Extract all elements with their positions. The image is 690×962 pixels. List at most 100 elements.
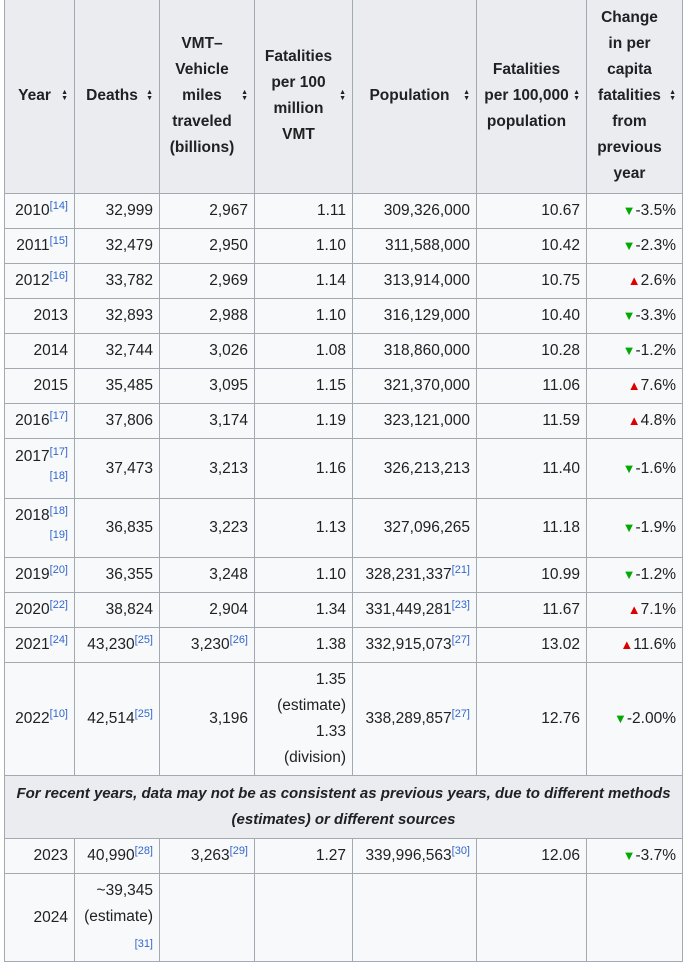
citation-link[interactable]: [17] bbox=[49, 445, 68, 458]
decrease-arrow-icon: ▼ bbox=[622, 848, 636, 863]
year-value: 2010 bbox=[15, 202, 50, 219]
per-100k-cell: 11.18 bbox=[476, 498, 587, 558]
table-row: 2013 32,893 2,988 1.10 316,129,000 10.40 ▼-3.3… bbox=[4, 298, 683, 334]
change-value: -3.5% bbox=[635, 202, 677, 219]
column-header[interactable]: Population ▲ ▼ bbox=[352, 0, 477, 194]
fatalities-table: Year ▲ ▼ Deaths ▲ ▼ VMT–Vehicle miles traveled… bbox=[4, 0, 683, 962]
citation-link[interactable]: [28] bbox=[134, 845, 153, 857]
fatalities-per-vmt-value: (division) bbox=[283, 749, 346, 766]
population-cell: 309,326,000 bbox=[352, 193, 477, 229]
citation-link[interactable]: [30] bbox=[451, 845, 470, 857]
deaths-value: 35,485 bbox=[105, 377, 153, 394]
citation-link[interactable]: [27] bbox=[451, 634, 470, 646]
sort-icon[interactable]: ▲ ▼ bbox=[669, 89, 676, 102]
sort-icon[interactable]: ▲ ▼ bbox=[61, 89, 68, 102]
table-row: 2019[20] 36,355 3,248 1.10 328,231,337[21] 10… bbox=[4, 557, 683, 593]
column-header[interactable]: Fatalities per 100 million VMT ▲ ▼ bbox=[254, 0, 353, 194]
vmt-value: 2,969 bbox=[209, 272, 248, 289]
deaths-cell: 36,835 bbox=[74, 498, 160, 558]
per-100k-cell: 13.02 bbox=[476, 627, 587, 663]
decrease-arrow-icon: ▼ bbox=[622, 520, 636, 535]
year-cell: 2022[10] bbox=[4, 662, 75, 776]
citation-link[interactable]: [16] bbox=[49, 270, 68, 282]
vmt-cell: 3,095 bbox=[159, 368, 255, 404]
year-value: 2023 bbox=[33, 847, 68, 864]
vmt-cell: 3,223 bbox=[159, 498, 255, 558]
increase-arrow-icon: ▲ bbox=[627, 602, 641, 617]
citation-link[interactable]: [26] bbox=[229, 634, 248, 646]
population-value: 311,588,000 bbox=[384, 237, 470, 254]
year-value: 2022 bbox=[15, 710, 50, 727]
change-cell: ▼-3.7% bbox=[586, 838, 683, 874]
vmt-value: 3,213 bbox=[209, 459, 248, 477]
fatalities-per-vmt-cell: 1.13 bbox=[254, 498, 353, 558]
population-value: 326,213,213 bbox=[383, 459, 470, 477]
citation-link[interactable]: [15] bbox=[49, 235, 68, 247]
change-cell: ▼-2.3% bbox=[586, 228, 683, 264]
citation-link[interactable]: [19] bbox=[49, 529, 68, 541]
citation-link[interactable]: [18] bbox=[49, 505, 68, 517]
year-cell: 2010[14] bbox=[4, 193, 75, 229]
fatalities-per-vmt-cell: 1.38 bbox=[254, 627, 353, 663]
citation-link[interactable]: [17] bbox=[49, 410, 68, 422]
deaths-note: (estimate) bbox=[84, 908, 153, 925]
deaths-value: ~39,345 bbox=[96, 882, 153, 899]
citation-link[interactable]: [20] bbox=[49, 564, 68, 576]
citation-link[interactable]: [29] bbox=[229, 845, 248, 857]
sort-icon[interactable]: ▲ ▼ bbox=[241, 89, 248, 102]
year-value: 2013 bbox=[33, 307, 68, 324]
sort-icon[interactable]: ▲ ▼ bbox=[463, 89, 470, 102]
year-value: 2015 bbox=[33, 377, 68, 394]
fatalities-per-vmt-value: 1.14 bbox=[315, 272, 346, 289]
citation-link[interactable]: [18] bbox=[49, 469, 68, 482]
citation-link[interactable]: [25] bbox=[134, 634, 153, 646]
change-cell: ▼-1.6% bbox=[586, 438, 683, 499]
fatalities-per-vmt-value: 1.19 bbox=[315, 412, 346, 429]
citation-link[interactable]: [27] bbox=[451, 708, 470, 720]
table-row: 2014 32,744 3,026 1.08 318,860,000 10.28 ▼-1.2… bbox=[4, 333, 683, 369]
citation-link[interactable]: [14] bbox=[49, 200, 68, 212]
sort-up-icon: ▲ bbox=[146, 89, 153, 96]
per-100k-cell: 10.99 bbox=[476, 557, 587, 593]
per-100k-cell: 10.28 bbox=[476, 333, 587, 369]
per-100k-cell: 12.76 bbox=[476, 662, 587, 776]
citation-link[interactable]: [24] bbox=[49, 634, 68, 646]
column-header[interactable]: Change in per capita fatalities from pre… bbox=[586, 0, 683, 194]
year-value: 2024 bbox=[33, 908, 68, 926]
sort-icon[interactable]: ▲ ▼ bbox=[339, 89, 346, 102]
change-cell: ▲7.1% bbox=[586, 592, 683, 628]
vmt-cell: 3,263[29] bbox=[159, 838, 255, 874]
sort-icon[interactable]: ▲ ▼ bbox=[573, 89, 580, 102]
population-value: 316,129,000 bbox=[383, 307, 470, 324]
year-cell: 2012[16] bbox=[4, 263, 75, 299]
column-header[interactable]: VMT–Vehicle miles traveled (billions) ▲ ▼ bbox=[159, 0, 255, 194]
citation-link[interactable]: [21] bbox=[451, 564, 470, 576]
deaths-cell: 32,893 bbox=[74, 298, 160, 334]
population-cell: 313,914,000 bbox=[352, 263, 477, 299]
deaths-value: 37,473 bbox=[105, 459, 153, 477]
column-header[interactable]: Fatalities per 100,000 population ▲ ▼ bbox=[476, 0, 587, 194]
population-cell: 321,370,000 bbox=[352, 368, 477, 404]
citation-link[interactable]: [23] bbox=[451, 599, 470, 611]
fatalities-per-vmt-value: 1.11 bbox=[316, 202, 346, 219]
per-100k-cell: 10.42 bbox=[476, 228, 587, 264]
vmt-cell: 2,988 bbox=[159, 298, 255, 334]
sort-down-icon: ▼ bbox=[339, 95, 346, 102]
change-value: 2.6% bbox=[640, 272, 676, 289]
citation-link[interactable]: [10] bbox=[49, 708, 68, 720]
per-100k-cell: 11.06 bbox=[476, 368, 587, 404]
vmt-value: 2,950 bbox=[209, 237, 248, 254]
citation-link[interactable]: [31] bbox=[134, 938, 153, 950]
table-row: 2023 40,990[28] 3,263[29] 1.27 339,996,563[3… bbox=[4, 838, 683, 874]
citation-link[interactable]: [25] bbox=[134, 708, 153, 720]
sort-icon[interactable]: ▲ ▼ bbox=[146, 89, 153, 102]
deaths-cell: 32,479 bbox=[74, 228, 160, 264]
column-header[interactable]: Year ▲ ▼ bbox=[4, 0, 75, 194]
citation-link[interactable]: [22] bbox=[49, 599, 68, 611]
decrease-arrow-icon: ▼ bbox=[622, 567, 636, 582]
change-value: -3.3% bbox=[635, 307, 677, 324]
decrease-arrow-icon: ▼ bbox=[622, 460, 636, 476]
year-cell: 2019[20] bbox=[4, 557, 75, 593]
deaths-cell: 42,514[25] bbox=[74, 662, 160, 776]
column-header[interactable]: Deaths ▲ ▼ bbox=[74, 0, 160, 194]
